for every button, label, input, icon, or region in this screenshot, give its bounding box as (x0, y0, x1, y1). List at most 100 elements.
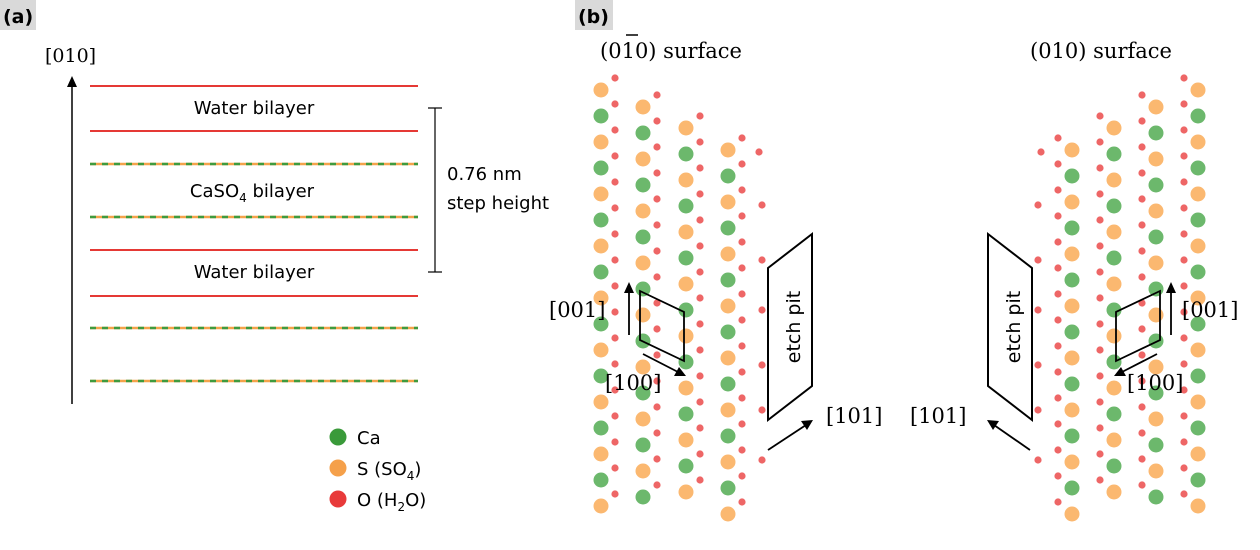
s-atom (1148, 255, 1164, 271)
o-atom (1054, 160, 1062, 168)
s-atom (593, 342, 609, 358)
ca-atom (1106, 302, 1122, 318)
o-atom (1138, 403, 1146, 411)
o-atom (1054, 290, 1062, 298)
s-atom (1148, 307, 1164, 323)
axis-100-right (1121, 353, 1158, 373)
axis-101-right-arrowhead (987, 420, 999, 430)
ca-atom (1064, 376, 1080, 392)
o-atom (653, 91, 661, 99)
axis-100-right-arrowhead (1114, 367, 1126, 376)
s-atom (1148, 151, 1164, 167)
o-atom (1180, 178, 1188, 186)
s-atom (1190, 186, 1206, 202)
legend-s-label: S (SO4) (357, 459, 421, 483)
s-atom (1148, 411, 1164, 427)
o-atom (653, 273, 661, 281)
s-atom (1106, 276, 1122, 292)
s-atom (1190, 342, 1206, 358)
ca-atom (1148, 229, 1164, 245)
o-atom (1054, 420, 1062, 428)
caso4-sub: 4 (239, 191, 247, 205)
o-atom (738, 186, 746, 194)
o-atom (758, 256, 766, 264)
s-atom (678, 328, 694, 344)
lattice-right (1034, 74, 1206, 522)
o-atom (758, 306, 766, 314)
ca-atom (593, 264, 609, 280)
s-atom (635, 463, 651, 479)
ca-atom (593, 108, 609, 124)
o-atom (611, 152, 619, 160)
ca-atom (1148, 437, 1164, 453)
o-atom (1180, 308, 1188, 316)
ca-atom (1106, 198, 1122, 214)
axis-101-left-arrowhead (801, 420, 813, 430)
ca-atom (678, 198, 694, 214)
ca-atom (1190, 368, 1206, 384)
s-atom (593, 186, 609, 202)
o-atom (611, 386, 619, 394)
s-atom (593, 446, 609, 462)
s-atom (1064, 350, 1080, 366)
o-atom (738, 134, 746, 142)
axis-001-left-arrowhead (624, 282, 634, 293)
o-atom (653, 455, 661, 463)
o-atom (653, 351, 661, 359)
ca-atom (635, 437, 651, 453)
o-atom (611, 282, 619, 290)
ca-atom (678, 250, 694, 266)
o-atom (738, 446, 746, 454)
o-atom (1054, 498, 1062, 506)
ca-atom (1148, 385, 1164, 401)
o-atom (1138, 169, 1146, 177)
etch-pit-left-label: etch pit (783, 291, 805, 363)
o-atom (1054, 134, 1062, 142)
ca-atom (678, 354, 694, 370)
o-atom (1138, 143, 1146, 151)
o-atom (738, 342, 746, 350)
o-atom (1054, 446, 1062, 454)
o-atom (1138, 273, 1146, 281)
o-atom (1096, 450, 1104, 458)
ca-atom (593, 212, 609, 228)
o-atom (1054, 394, 1062, 402)
o-atom (1054, 316, 1062, 324)
o-atom (696, 424, 704, 432)
ca-atom (635, 489, 651, 505)
o-atom (738, 420, 746, 428)
s-atom (593, 82, 609, 98)
s-atom (1190, 82, 1206, 98)
step-height-value: 0.76 nm (447, 164, 522, 185)
o-atom (1034, 256, 1042, 264)
s-atom (1106, 380, 1122, 396)
s-atom (1148, 203, 1164, 219)
o-atom (611, 256, 619, 264)
ca-atom (1190, 160, 1206, 176)
axis-001-right-arrowhead (1166, 282, 1176, 293)
o-atom (1180, 230, 1188, 238)
ca-atom (720, 168, 736, 184)
o-atom (653, 143, 661, 151)
o-atom (611, 126, 619, 134)
s-atom (720, 194, 736, 210)
ca-atom (1148, 489, 1164, 505)
o-atom (738, 238, 746, 246)
water-bilayer-top-label: Water bilayer (194, 98, 315, 119)
o-atom (1138, 481, 1146, 489)
s-atom (1064, 506, 1080, 522)
s-atom (1064, 402, 1080, 418)
ca-atom (720, 324, 736, 340)
s-atom (678, 432, 694, 448)
s-atom (635, 255, 651, 271)
ca-atom (1106, 458, 1122, 474)
ca-atom (635, 177, 651, 193)
s-atom (1064, 142, 1080, 158)
s-atom (720, 142, 736, 158)
o-atom (696, 372, 704, 380)
ca-atom (720, 480, 736, 496)
s-atom (1106, 328, 1122, 344)
unit-cell-left (639, 289, 685, 363)
step-height-label: step height (447, 193, 549, 214)
o-atom (1034, 306, 1042, 314)
